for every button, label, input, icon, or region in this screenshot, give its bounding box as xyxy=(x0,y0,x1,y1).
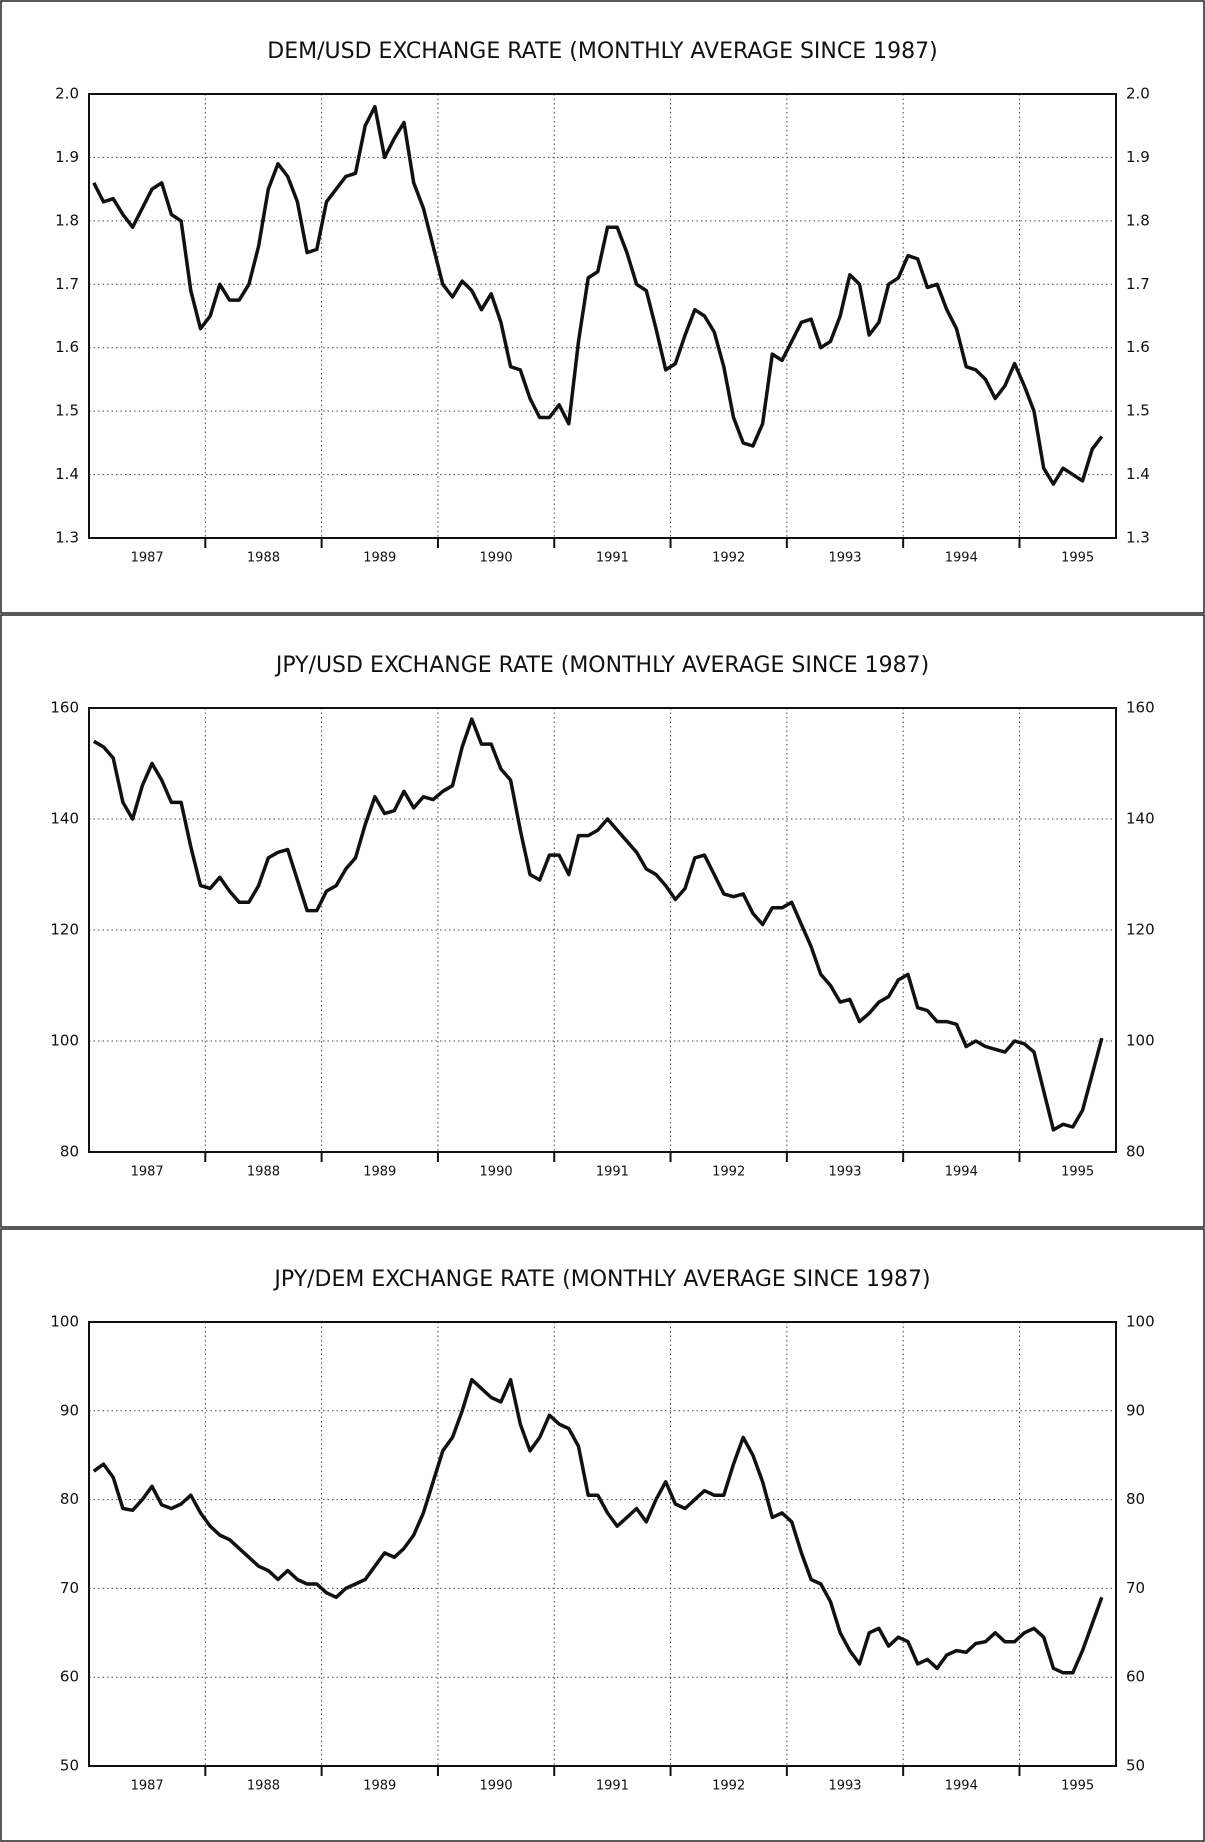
data-line xyxy=(92,1377,1104,1675)
x-tick-label: 1991 xyxy=(596,1779,629,1794)
y-tick-label: 1.3 xyxy=(55,529,79,547)
x-tick-label: 1987 xyxy=(131,1165,164,1180)
y-tick-label-right: 80 xyxy=(1126,1490,1145,1508)
y-tick-label: 80 xyxy=(60,1490,79,1508)
y-tick-label-right: 120 xyxy=(1126,921,1155,939)
plot-frame xyxy=(88,1321,1117,1767)
plot-frame xyxy=(88,93,1117,539)
y-tick-label-right: 50 xyxy=(1126,1757,1145,1775)
y-tick-label: 70 xyxy=(60,1579,79,1597)
x-tick-label: 1992 xyxy=(712,551,745,566)
y-tick-label: 160 xyxy=(50,699,79,717)
y-tick-label: 60 xyxy=(60,1668,79,1686)
data-line xyxy=(92,717,1104,1132)
y-tick-label-right: 100 xyxy=(1126,1313,1155,1331)
x-tick-label: 1994 xyxy=(945,551,978,566)
y-tick-label: 90 xyxy=(60,1401,79,1419)
y-tick-label: 1.5 xyxy=(55,402,79,420)
y-tick-label-right: 100 xyxy=(1126,1032,1155,1050)
chart-title: DEM/USD EXCHANGE RATE (MONTHLY AVERAGE S… xyxy=(267,39,937,64)
x-tick-label: 1988 xyxy=(247,551,280,566)
panel-border xyxy=(0,614,1205,1228)
y-tick-label-right: 1.8 xyxy=(1126,211,1150,229)
x-tick-label: 1992 xyxy=(712,1165,745,1180)
y-tick-label: 1.4 xyxy=(55,465,79,483)
y-tick-label-right: 90 xyxy=(1126,1401,1145,1419)
x-tick-label: 1990 xyxy=(480,551,513,566)
y-tick-label: 80 xyxy=(60,1143,79,1161)
y-tick-label-right: 1.5 xyxy=(1126,402,1150,420)
y-tick-label: 50 xyxy=(60,1757,79,1775)
y-tick-label-right: 70 xyxy=(1126,1579,1145,1597)
y-tick-label-right: 160 xyxy=(1126,699,1155,717)
x-tick-label: 1988 xyxy=(247,1165,280,1180)
x-tick-label: 1993 xyxy=(828,1779,861,1794)
y-tick-label-right: 1.9 xyxy=(1126,148,1150,166)
y-tick-label: 140 xyxy=(50,810,79,828)
y-tick-label-right: 1.6 xyxy=(1126,338,1150,356)
x-tick-label: 1990 xyxy=(480,1779,513,1794)
y-tick-label-right: 2.0 xyxy=(1126,85,1150,103)
y-tick-label: 120 xyxy=(50,921,79,939)
x-tick-label: 1987 xyxy=(131,551,164,566)
x-tick-label: 1989 xyxy=(363,1779,396,1794)
x-tick-label: 1987 xyxy=(131,1779,164,1794)
panel-border xyxy=(0,1228,1205,1842)
x-tick-label: 1990 xyxy=(480,1165,513,1180)
y-tick-label: 100 xyxy=(50,1313,79,1331)
y-tick-label-right: 80 xyxy=(1126,1143,1145,1161)
y-tick-label: 2.0 xyxy=(55,85,79,103)
x-tick-label: 1991 xyxy=(596,551,629,566)
y-tick-label-right: 140 xyxy=(1126,810,1155,828)
x-tick-label: 1993 xyxy=(828,551,861,566)
y-tick-label: 1.7 xyxy=(55,275,79,293)
y-tick-label-right: 60 xyxy=(1126,1668,1145,1686)
plot-frame xyxy=(88,707,1117,1153)
x-tick-label: 1994 xyxy=(945,1165,978,1180)
x-tick-label: 1991 xyxy=(596,1165,629,1180)
y-tick-label-right: 1.3 xyxy=(1126,529,1150,547)
x-tick-label: 1993 xyxy=(828,1165,861,1180)
chart-title: JPY/DEM EXCHANGE RATE (MONTHLY AVERAGE S… xyxy=(272,1267,930,1292)
chart-title: JPY/USD EXCHANGE RATE (MONTHLY AVERAGE S… xyxy=(274,653,929,678)
y-tick-label-right: 1.7 xyxy=(1126,275,1150,293)
x-tick-label: 1995 xyxy=(1061,551,1094,566)
data-line xyxy=(92,104,1104,486)
x-tick-label: 1995 xyxy=(1061,1779,1094,1794)
x-tick-label: 1995 xyxy=(1061,1165,1094,1180)
x-tick-label: 1989 xyxy=(363,1165,396,1180)
x-tick-label: 1989 xyxy=(363,551,396,566)
y-tick-label: 1.9 xyxy=(55,148,79,166)
y-tick-label: 1.6 xyxy=(55,338,79,356)
y-tick-label: 100 xyxy=(50,1032,79,1050)
panel-border xyxy=(0,0,1205,614)
x-tick-label: 1992 xyxy=(712,1779,745,1794)
y-tick-label-right: 1.4 xyxy=(1126,465,1150,483)
y-tick-label: 1.8 xyxy=(55,211,79,229)
x-tick-label: 1994 xyxy=(945,1779,978,1794)
x-tick-label: 1988 xyxy=(247,1779,280,1794)
